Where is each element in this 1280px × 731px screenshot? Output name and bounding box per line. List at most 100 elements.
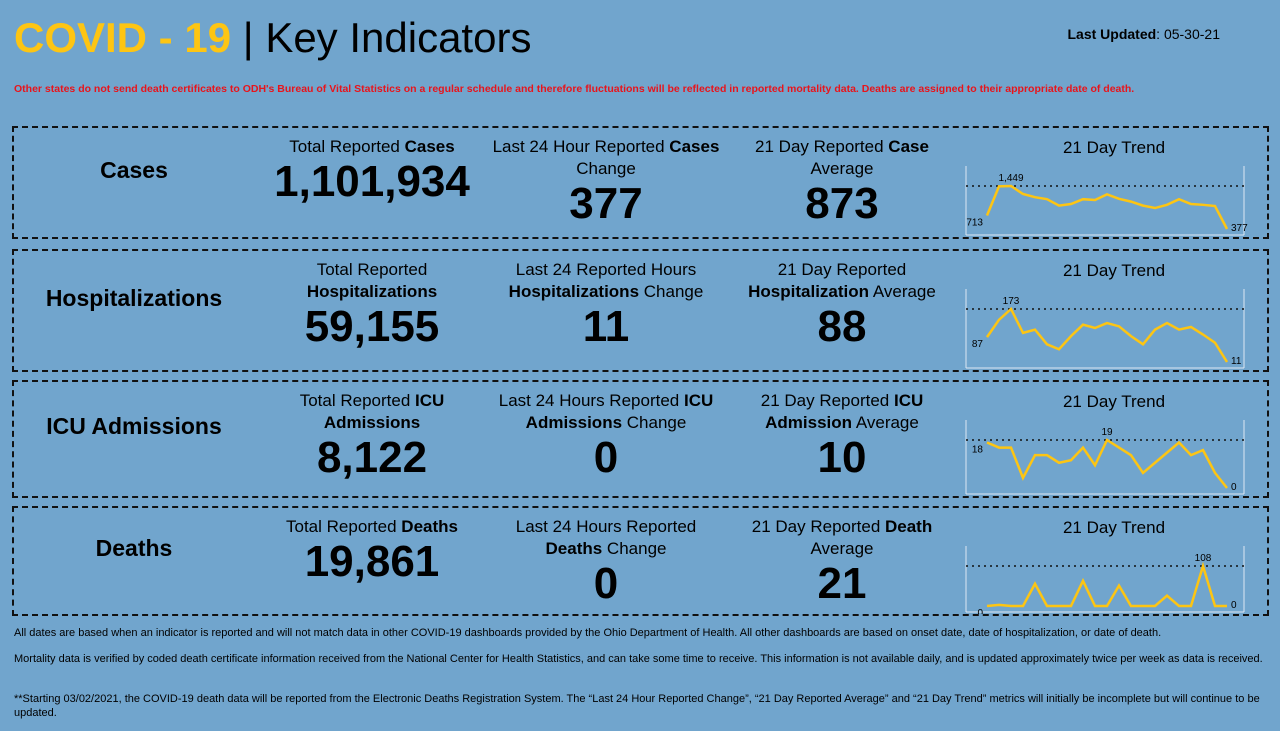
last-updated-value: : 05-30-21	[1156, 26, 1220, 42]
panel-deaths: Deaths Total Reported Deaths 19,861 Last…	[12, 506, 1269, 616]
trend-first-label: 18	[972, 445, 984, 456]
label-part: Change	[622, 413, 687, 432]
last-updated: Last Updated: 05-30-21	[1067, 26, 1220, 42]
metric-c2: Last 24 Hours Reported ICU Admissions Ch…	[486, 390, 726, 482]
metric-c2: Last 24 Hours Reported Deaths Change 0	[486, 516, 726, 608]
row-label: Hospitalizations	[45, 284, 223, 311]
last-updated-label: Last Updated	[1067, 26, 1157, 42]
label-part: Last 24 Hours Reported	[515, 517, 697, 536]
metric-value: 59,155	[304, 302, 440, 351]
metric-label: Last 24 Hours Reported ICU Admissions Ch…	[486, 390, 726, 434]
trend-max-label: 19	[1101, 427, 1113, 438]
label-part: Total Reported	[289, 137, 405, 156]
trend-sparkline: 18 19 0	[965, 420, 1245, 495]
trend-line	[986, 438, 1228, 489]
label-part: Average	[810, 159, 874, 178]
label-part: 21 Day Reported	[760, 391, 894, 410]
label-bold: Hospitalization	[748, 282, 870, 301]
metric-label: 21 Day Reported Case Average	[722, 136, 962, 180]
trend-last-label: 377	[1231, 223, 1248, 234]
trend-line	[985, 306, 1229, 363]
metric-label: Last 24 Hours Reported Deaths Change	[486, 516, 726, 560]
metric-c1: Total Reported Hospitalizations 59,155	[252, 259, 492, 351]
metric-value: 0	[593, 559, 619, 608]
metric-value: 377	[569, 179, 643, 228]
label-bold: Cases	[669, 137, 720, 156]
label-part: Total Reported	[316, 260, 428, 279]
metric-value: 0	[593, 433, 619, 482]
trend-line	[986, 561, 1227, 608]
label-part: Average	[869, 282, 936, 301]
label-bold: Case	[888, 137, 929, 156]
title-separator: |	[231, 14, 266, 61]
row-label: Deaths	[95, 535, 173, 561]
trend-title: 21 Day Trend	[1062, 392, 1166, 411]
label-bold: Deaths	[545, 539, 603, 558]
metric-value: 88	[817, 302, 867, 351]
trend-title: 21 Day Trend	[1062, 261, 1166, 280]
title-highlight: COVID - 19	[14, 14, 232, 61]
metric-label: Total Reported Cases	[252, 136, 492, 158]
metric-label: Last 24 Hour Reported Cases Change	[486, 136, 726, 180]
trend-first-label: 87	[972, 339, 984, 350]
label-part: 21 Day Reported	[755, 137, 889, 156]
label-part: Last 24 Reported Hours	[515, 260, 697, 279]
notice-text: Other states do not send death certifica…	[14, 83, 1135, 95]
metric-label: 21 Day Reported Hospitalization Average	[722, 259, 962, 303]
metric-label: 21 Day Reported Death Average	[722, 516, 962, 560]
label-bold: ICU Admissions	[323, 391, 445, 432]
label-part: Last 24 Hour Reported	[492, 137, 670, 156]
metric-value: 8,122	[316, 433, 428, 482]
metric-label: Total Reported Hospitalizations	[252, 259, 492, 303]
trend-max-label: 108	[1195, 553, 1212, 564]
label-part: Change	[576, 159, 636, 178]
metric-value: 1,101,934	[274, 157, 470, 206]
label-part: 21 Day Reported	[751, 517, 885, 536]
panel-icu-admissions: ICU Admissions Total Reported ICU Admiss…	[12, 380, 1269, 498]
trend-last-label: 11	[1231, 356, 1242, 367]
label-part: Total Reported	[286, 517, 402, 536]
label-bold: Death	[885, 517, 933, 536]
panel-cases: Cases Total Reported Cases 1,101,934 Las…	[12, 126, 1269, 239]
label-part: Average	[810, 539, 874, 558]
trend-sparkline: 87 173 11	[965, 289, 1245, 369]
label-part: Total Reported	[299, 391, 415, 410]
footnote-3: **Starting 03/02/2021, the COVID-19 deat…	[14, 693, 1260, 719]
label-bold: Cases	[404, 137, 455, 156]
page-title: COVID - 19 | Key Indicators	[14, 14, 531, 62]
trend-line	[985, 184, 1229, 230]
metric-value: 21	[817, 559, 867, 608]
trend-max-label: 1,449	[998, 173, 1023, 184]
trend-last-label: 0	[1231, 482, 1237, 493]
label-part: Change	[639, 282, 704, 301]
metric-c2: Last 24 Reported Hours Hospitalizations …	[486, 259, 726, 351]
label-bold: ICU Admission	[765, 391, 924, 432]
metric-value: 11	[582, 302, 630, 351]
trend-max-label: 173	[1003, 296, 1020, 307]
metric-c3: 21 Day Reported Hospitalization Average …	[722, 259, 962, 351]
footnote-1: All dates are based when an indicator is…	[14, 627, 1162, 639]
metric-value: 873	[805, 179, 879, 228]
trend-first-label: 713	[966, 218, 983, 229]
title-text: Key Indicators	[265, 14, 532, 61]
label-part: Last 24 Hours Reported	[498, 391, 684, 410]
trend-last-label: 0	[1231, 600, 1237, 611]
label-part: 21 Day Reported	[777, 260, 907, 279]
metric-c3: 21 Day Reported ICU Admission Average 10	[722, 390, 962, 482]
metric-c1: Total Reported Deaths 19,861	[252, 516, 492, 586]
metric-c1: Total Reported Cases 1,101,934	[252, 136, 492, 206]
label-bold: ICU Admissions	[525, 391, 714, 432]
label-part: Average	[852, 413, 919, 432]
trend-title: 21 Day Trend	[1062, 518, 1166, 537]
trend-sparkline: 0 108 0	[965, 546, 1245, 614]
row-label: Cases	[100, 156, 168, 183]
label-bold: Deaths	[401, 517, 458, 536]
metric-c1: Total Reported ICU Admissions 8,122	[252, 390, 492, 482]
trend-first-label: 0	[977, 608, 983, 614]
metric-label: 21 Day Reported ICU Admission Average	[722, 390, 962, 434]
footnote-2: Mortality data is verified by coded deat…	[14, 653, 1263, 665]
panel-hospitalizations: Hospitalizations Total Reported Hospital…	[12, 249, 1269, 372]
metric-label: Last 24 Reported Hours Hospitalizations …	[486, 259, 726, 303]
metric-c3: 21 Day Reported Death Average 21	[722, 516, 962, 608]
metric-value: 19,861	[304, 537, 440, 586]
